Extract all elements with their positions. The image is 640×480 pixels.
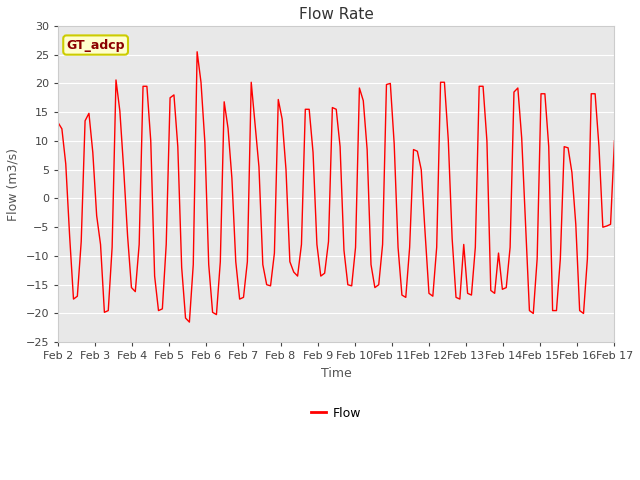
- Text: GT_adcp: GT_adcp: [67, 38, 125, 51]
- Legend: Flow: Flow: [307, 402, 366, 424]
- Title: Flow Rate: Flow Rate: [299, 7, 374, 22]
- Y-axis label: Flow (m3/s): Flow (m3/s): [7, 147, 20, 220]
- X-axis label: Time: Time: [321, 367, 351, 380]
